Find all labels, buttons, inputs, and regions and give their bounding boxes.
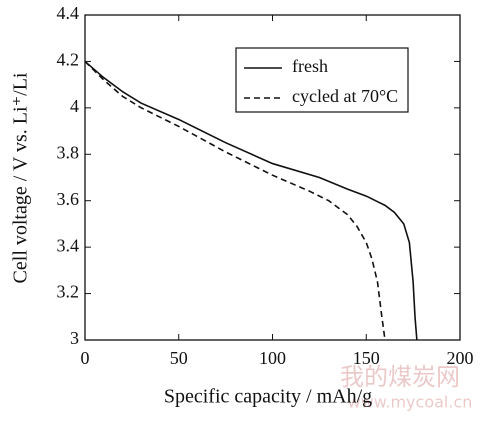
y-tick-label: 4.4: [57, 3, 80, 23]
y-tick-label: 3.2: [57, 282, 80, 302]
y-axis-title: Cell voltage / V vs. Li⁺/Li: [10, 72, 32, 283]
data-line: [84, 60, 386, 341]
legend-box: [235, 47, 409, 113]
y-tick-label: 3.4: [57, 235, 80, 255]
watermark: www.mycoal.cn: [348, 393, 473, 412]
x-tick-label: 200: [447, 348, 474, 368]
data-line: [84, 60, 418, 341]
x-tick-label: 150: [353, 348, 380, 368]
y-tick-label: 4.2: [57, 50, 80, 70]
legend-label: fresh: [292, 56, 328, 76]
x-tick-label: 0: [81, 348, 90, 368]
x-tick-label: 100: [259, 348, 286, 368]
y-tick-label: 3.8: [57, 142, 80, 162]
x-axis-title: Specific capacity / mAh/g: [164, 386, 372, 408]
y-tick-label: 3.6: [57, 189, 80, 209]
x-tick-label: 50: [170, 348, 188, 368]
y-tick-label: 3: [70, 328, 79, 348]
legend-label: cycled at 70°C: [292, 86, 398, 106]
y-tick-label: 4: [70, 96, 79, 116]
watermark: 我的煤炭网: [340, 363, 460, 391]
